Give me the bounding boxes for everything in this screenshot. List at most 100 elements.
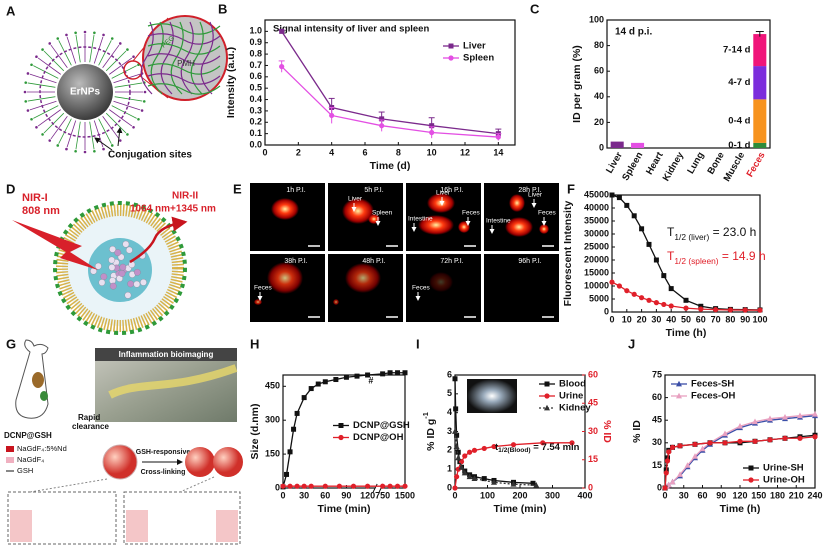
marker — [692, 441, 698, 447]
x-tick-label: 0 — [280, 490, 285, 500]
ray-tip — [41, 133, 44, 136]
marker — [722, 440, 728, 446]
marker — [279, 28, 285, 34]
panel-letter: H — [250, 336, 259, 351]
marker — [462, 453, 468, 459]
marker — [461, 469, 468, 476]
y-axis-title: % ID — [631, 420, 643, 443]
marker — [530, 480, 536, 486]
marker — [797, 435, 803, 441]
ray-tip — [110, 144, 114, 147]
shell-ray — [98, 40, 112, 66]
marker — [301, 395, 307, 401]
chart-title: Signal intensity of liver and spleen — [273, 24, 429, 35]
image-tile — [484, 183, 559, 251]
time-label: 48h P.I. — [362, 258, 385, 265]
y-tick-label: 15 — [652, 460, 662, 470]
x-tick-label: 750 — [375, 490, 390, 500]
y-axis-title: % ID g-1 — [421, 412, 436, 451]
organ-label: Feces — [412, 285, 430, 292]
ray-tip — [143, 90, 147, 94]
shell-ray — [105, 112, 127, 134]
mesh-line — [147, 53, 221, 65]
y-tick-label: 2 — [447, 445, 452, 455]
x-tick-label: 150 — [751, 490, 766, 500]
marker — [510, 481, 517, 487]
legend-label: DCNP@OH — [353, 432, 404, 443]
y-tick-label: 5000 — [589, 293, 609, 303]
mesh-line — [147, 73, 221, 85]
marker — [336, 483, 342, 489]
marker — [379, 116, 385, 122]
marker — [466, 473, 473, 480]
x-tick-label: 0 — [452, 490, 457, 500]
mesh-line — [140, 21, 154, 95]
particle — [213, 447, 243, 477]
y-tick-label: 0.5 — [249, 83, 262, 93]
bar — [631, 142, 645, 148]
organ-label: Feces — [462, 210, 480, 217]
shell-ray — [27, 96, 56, 102]
segment-label: 0-1 d — [728, 140, 750, 151]
signal — [505, 217, 533, 237]
y-tick-label: 0 — [275, 482, 280, 492]
x-tick-label: 14 — [493, 147, 503, 157]
shell-ray — [113, 73, 141, 84]
x-tick-label: Feces — [745, 150, 768, 179]
nanocrystal — [127, 280, 135, 288]
marker — [387, 370, 393, 376]
marker — [315, 381, 321, 387]
marker — [280, 483, 286, 489]
x-tick-label: 120 — [732, 490, 747, 500]
panel-letter: C — [530, 1, 540, 16]
marker — [291, 426, 297, 432]
marker — [394, 483, 401, 489]
marker — [699, 445, 706, 452]
excitation-beam — [12, 220, 98, 270]
series-line — [454, 431, 537, 486]
mesh-line — [180, 21, 194, 95]
nanocrystal — [109, 282, 117, 290]
series-line — [281, 66, 499, 138]
signal — [418, 215, 454, 235]
core — [88, 238, 152, 302]
marker — [540, 440, 546, 446]
marker — [453, 406, 459, 412]
nanocrystal — [114, 249, 122, 257]
y-tick-label: 30 — [652, 437, 662, 447]
panel-letter: D — [6, 181, 15, 196]
y2-tick-label: 45 — [588, 398, 598, 408]
segment-label: 7-14 d — [723, 45, 751, 56]
legend-label: Urine — [559, 391, 583, 402]
banner-text: Inflammation bioimaging — [119, 350, 214, 359]
ray-tip — [41, 48, 44, 51]
y-tick-label: 1.0 — [249, 26, 262, 36]
shell-ray — [109, 57, 133, 75]
shell-ray — [98, 118, 112, 144]
ray-tip — [26, 72, 30, 75]
marker — [797, 412, 803, 419]
marker — [661, 301, 667, 308]
x-tick-label: 100 — [752, 314, 767, 324]
annotation-part: T — [667, 225, 675, 239]
bar-segment — [753, 142, 767, 148]
detail-box — [123, 491, 241, 545]
nanocrystals — [90, 240, 147, 299]
marker — [471, 447, 478, 453]
axis-break — [375, 484, 382, 492]
marker — [491, 479, 497, 485]
ray-tip — [35, 125, 38, 129]
annotation-part: t — [495, 442, 499, 453]
nanoparticle-shell — [23, 30, 147, 154]
marker — [329, 112, 335, 119]
marker — [698, 306, 704, 312]
mesh-line — [170, 21, 184, 95]
marker — [429, 123, 435, 129]
marker — [742, 307, 748, 313]
marker — [510, 442, 517, 448]
marker — [354, 373, 360, 379]
y-tick-label: 0.3 — [249, 105, 262, 115]
y-tick-label: 45 — [652, 415, 662, 425]
marker — [402, 483, 408, 489]
